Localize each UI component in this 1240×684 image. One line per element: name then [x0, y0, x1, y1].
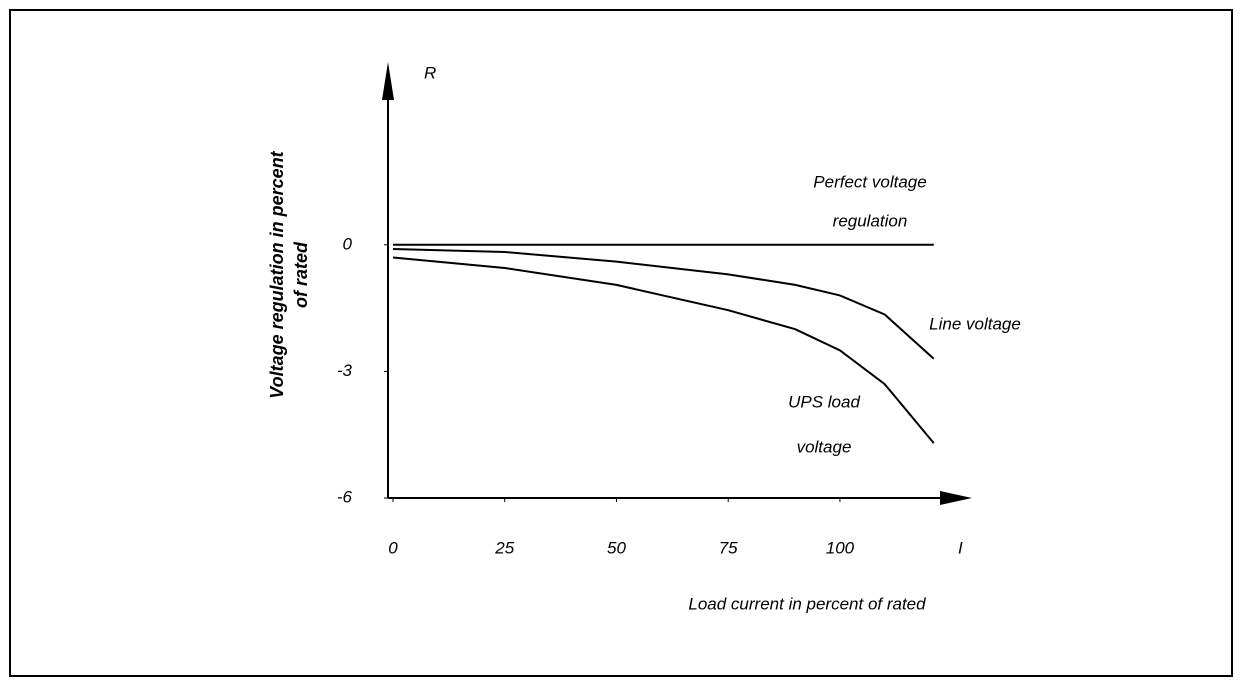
series-line — [392, 256, 935, 444]
x-axis-arrow — [940, 491, 972, 505]
y-axis-label: Voltage regulation in percent of rated — [267, 150, 311, 398]
series-label: voltage — [797, 437, 852, 456]
series-label: regulation — [833, 211, 908, 230]
series-label: Line voltage — [929, 314, 1021, 333]
series-label: UPS load — [788, 392, 860, 411]
series-label: Perfect voltage — [813, 172, 926, 191]
y-axis-symbol: R — [424, 63, 436, 82]
y-axis-label-line: Voltage regulation in percent — [267, 150, 287, 398]
x-tick-label: 75 — [719, 538, 738, 557]
x-axis-symbol: I — [958, 538, 963, 557]
x-axis-label: Load current in percent of rated — [688, 594, 926, 613]
y-tick-label: -6 — [337, 487, 353, 506]
y-tick-label: -3 — [337, 361, 353, 380]
series-line — [392, 248, 935, 360]
x-tick-label: 100 — [826, 538, 855, 557]
x-tick-label: 25 — [494, 538, 514, 557]
y-tick-label: 0 — [343, 234, 353, 253]
frame — [9, 9, 1233, 677]
y-axis-label-line: of rated — [291, 241, 311, 308]
y-axis-arrow — [382, 62, 394, 100]
x-tick-label: 0 — [388, 538, 398, 557]
x-tick-label: 50 — [607, 538, 626, 557]
